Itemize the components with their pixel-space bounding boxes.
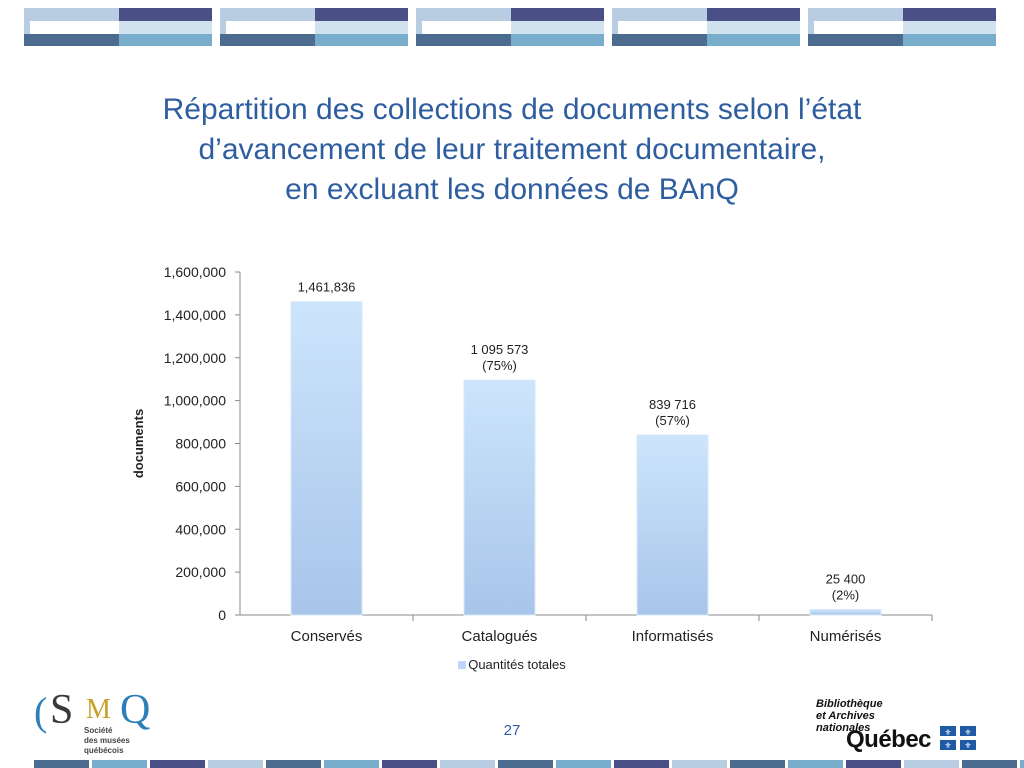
data-label: 1 095 573 — [471, 342, 529, 357]
logo-smq-sub-3: québécois — [84, 746, 124, 755]
y-tick-label: 1,400,000 — [164, 307, 226, 323]
banq-line-1: Bibliothèque — [816, 698, 883, 710]
bar — [290, 301, 363, 616]
x-category-label: Informatisés — [632, 628, 714, 645]
logo-smq-s: S — [50, 687, 74, 733]
y-tick-label: 0 — [218, 607, 226, 623]
banq-line-2: et Archives — [816, 710, 875, 722]
logo-smq-subtitle: Société des musées québécois — [84, 726, 130, 756]
x-category-label: Conservés — [291, 628, 363, 645]
title-line-3: en excluant les données de BAnQ — [285, 173, 739, 206]
data-label: 25 400 — [826, 572, 866, 587]
bottom-tile — [150, 760, 205, 768]
y-tick-label: 1,600,000 — [164, 264, 226, 280]
page-number: 27 — [503, 722, 521, 739]
logo-smq-m: M — [86, 694, 111, 725]
y-tick-label: 1,000,000 — [164, 393, 226, 409]
legend-swatch — [458, 661, 467, 669]
bar — [809, 609, 882, 616]
bottom-banner — [0, 760, 1024, 768]
logo-smq-paren: ( — [34, 689, 48, 734]
logo-smq-sub-2: des musées — [84, 736, 130, 745]
y-tick-label: 1,200,000 — [164, 350, 226, 366]
data-label: (2%) — [832, 588, 859, 603]
banq-line-3: nationales — [816, 722, 871, 734]
chart-legend: Quantités totales — [0, 657, 1024, 672]
bottom-tile — [556, 760, 611, 768]
bottom-tile — [324, 760, 379, 768]
y-tick-label: 400,000 — [175, 521, 226, 537]
banq-logo: Bibliothèque et Archives nationales Québ… — [812, 698, 992, 764]
legend-label: Quantités totales — [468, 657, 566, 672]
svg-text:⚜: ⚜ — [964, 741, 971, 750]
bottom-tile — [440, 760, 495, 768]
data-label: 839 716 — [649, 397, 696, 412]
x-category-label: Catalogués — [462, 628, 538, 645]
bottom-tile — [382, 760, 437, 768]
svg-text:⚜: ⚜ — [964, 728, 971, 737]
banner-tile — [612, 8, 800, 46]
banner-tile — [24, 8, 212, 46]
bottom-tile — [34, 760, 89, 768]
bar — [636, 434, 709, 616]
quebec-flag-icon: ⚜ ⚜ ⚜ ⚜ — [940, 726, 976, 750]
data-label: 1,461,836 — [298, 280, 356, 295]
svg-text:⚜: ⚜ — [944, 728, 951, 737]
bottom-tile — [962, 760, 1017, 768]
bottom-tile — [614, 760, 669, 768]
bottom-tile — [266, 760, 321, 768]
banner-tile — [808, 8, 996, 46]
smq-logo: ( S M Q Société des musées québécois — [34, 687, 164, 764]
bottom-tile — [92, 760, 147, 768]
y-tick-label: 200,000 — [175, 564, 226, 580]
bottom-tile — [672, 760, 727, 768]
bottom-tile — [498, 760, 553, 768]
bottom-tile — [730, 760, 785, 768]
y-axis-title: documents — [131, 409, 146, 478]
x-category-label: Numérisés — [810, 628, 882, 645]
bottom-tile — [904, 760, 959, 768]
y-tick-label: 600,000 — [175, 478, 226, 494]
top-banner — [0, 0, 1024, 50]
data-label: (57%) — [655, 413, 690, 428]
bottom-tile — [788, 760, 843, 768]
banner-tile — [220, 8, 408, 46]
title-line-1: Répartition des collections de documents… — [162, 93, 862, 126]
banq-name: Bibliothèque et Archives nationales — [816, 698, 883, 734]
bar — [463, 379, 536, 616]
bottom-tile — [1020, 760, 1024, 768]
bottom-tile — [208, 760, 263, 768]
logo-smq-sub-1: Société — [84, 726, 113, 735]
title-line-2: d’avancement de leur traitement document… — [198, 133, 826, 166]
bar-chart: 0 200,000 400,000 600,000 800,000 1,000,000 1,… — [131, 264, 933, 645]
banner-tile — [416, 8, 604, 46]
data-label: (75%) — [482, 358, 517, 373]
svg-text:⚜: ⚜ — [944, 741, 951, 750]
slide-title: Répartition des collections de documents… — [60, 90, 964, 210]
bottom-tile — [846, 760, 901, 768]
logo-smq-q: Q — [120, 687, 151, 733]
quebec-wordmark: Québec — [846, 726, 932, 753]
y-tick-label: 800,000 — [175, 436, 226, 452]
